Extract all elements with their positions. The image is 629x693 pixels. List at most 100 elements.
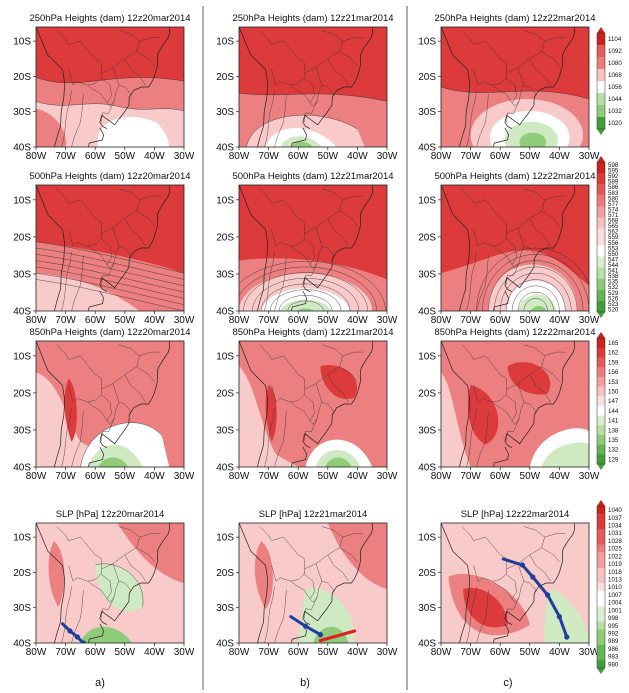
border-line — [87, 401, 112, 422]
border-line — [518, 246, 525, 263]
border-line — [342, 351, 364, 357]
y-tick-label: 20S — [13, 232, 31, 243]
border-line — [259, 30, 315, 96]
colorbar-label: 577 — [608, 201, 619, 208]
border-line — [100, 100, 115, 123]
colorbar-label: 520 — [608, 306, 619, 313]
coastline — [239, 27, 374, 147]
plot-frame — [238, 26, 388, 148]
x-tick-label: 60W — [288, 471, 309, 482]
border-line — [541, 547, 560, 562]
border-line — [327, 218, 349, 247]
x-tick-label: 40W — [144, 647, 165, 658]
border-line — [303, 596, 318, 619]
x-tick-label: 30W — [174, 647, 195, 658]
colorbar-swatch — [597, 575, 605, 584]
colorbar-label: 135 — [608, 437, 619, 444]
contour-ring — [260, 283, 351, 311]
colorbar-cap-top — [597, 156, 605, 162]
colorbar-label: 592 — [608, 173, 619, 180]
colorbar-label: 598 — [608, 162, 619, 169]
border-line — [274, 590, 287, 643]
border-line — [492, 85, 517, 104]
colorbar-swatch — [597, 295, 605, 302]
colorbar-swatch — [597, 560, 605, 569]
y-tick-label: 30S — [418, 269, 436, 280]
border-line — [113, 246, 120, 263]
colorbar-label: 1031 — [608, 530, 622, 537]
colorbar-swatch — [597, 552, 605, 561]
colorbar-label: 992 — [608, 630, 619, 637]
front-marker — [519, 562, 525, 568]
y-tick-label: 40S — [13, 143, 31, 154]
border-line — [136, 210, 155, 226]
border-line — [541, 51, 560, 66]
coastline — [239, 341, 374, 467]
x-tick-label: 50W — [318, 151, 339, 162]
border-line — [112, 563, 131, 594]
column-separators — [202, 6, 408, 690]
border-line — [473, 229, 507, 247]
colorbar-swatch — [597, 347, 605, 358]
x-tick-label: 80W — [229, 151, 250, 162]
colorbar-label: 144 — [608, 408, 619, 415]
colorbar-label: 595 — [608, 168, 619, 175]
x-tick-label: 80W — [431, 315, 452, 326]
plot-frame — [440, 522, 590, 644]
panel-title: 850hPa Heights (dam) 12z20mar2014 — [29, 327, 190, 338]
colorbar-label: 141 — [608, 418, 619, 425]
x-tick-label: 80W — [26, 471, 47, 482]
border-line — [492, 581, 517, 600]
colorbar-swatch — [597, 256, 605, 263]
panel-title: 500hPa Heights (dam) 12z20mar2014 — [29, 171, 190, 182]
country-borders — [461, 526, 566, 643]
colorbar-label: 153 — [608, 379, 619, 386]
panels-layer: 250hPa Heights (dam) 12z20mar2014 80W 70W 6… — [13, 13, 600, 658]
border-line — [544, 533, 566, 538]
colorbar-cap-bottom — [597, 464, 605, 470]
x-tick-label: 80W — [229, 471, 250, 482]
x-tick-label: 40W — [549, 315, 570, 326]
contour-ring — [243, 272, 368, 311]
country-borders — [56, 30, 161, 147]
y-tick-label: 20S — [216, 388, 234, 399]
coastline — [441, 523, 576, 643]
colorbar-swatch — [597, 396, 605, 407]
x-tick-label: 40W — [144, 315, 165, 326]
shaded-field — [441, 523, 589, 643]
border-line — [339, 547, 358, 562]
map-panel-h850_22: 850hPa Heights (dam) 12z22mar2014 80W 70W 6… — [418, 327, 600, 482]
field-high-center — [467, 385, 499, 445]
colorbar-label: 559 — [608, 234, 619, 241]
border-line — [315, 383, 334, 416]
border-line — [492, 401, 517, 422]
border-line — [71, 255, 84, 311]
colorbar-swatch — [597, 614, 605, 623]
colorbar-label: 159 — [608, 359, 619, 366]
shaded-field — [239, 523, 387, 643]
colorbar-swatch — [597, 239, 605, 246]
x-tick-label: 60W — [490, 471, 511, 482]
colorbar-swatch — [597, 223, 605, 230]
border-line — [113, 581, 120, 598]
map-area — [441, 523, 589, 643]
colorbar-swatch — [597, 506, 605, 515]
x-tick-label: 60W — [288, 647, 309, 658]
colorbar-label: 1016 — [608, 569, 622, 576]
y-tick-label: 20S — [216, 72, 234, 83]
y-tick-label: 10S — [418, 351, 436, 362]
x-tick-label: 80W — [431, 151, 452, 162]
colorbar-swatch — [597, 173, 605, 180]
y-tick-label: 10S — [216, 37, 234, 48]
colorbar-label: 156 — [608, 369, 619, 376]
colorbar-swatch — [597, 454, 605, 465]
contour-line — [36, 247, 184, 280]
colorbar-cap-bottom — [597, 668, 605, 674]
colorbar-swatch — [597, 583, 605, 592]
border-line — [544, 37, 566, 42]
contour-line — [36, 241, 184, 274]
map-panel-h500_20: 500hPa Heights (dam) 12z20mar2014 80W 70W 6… — [13, 171, 195, 326]
border-line — [112, 227, 131, 260]
border-line — [68, 385, 102, 403]
